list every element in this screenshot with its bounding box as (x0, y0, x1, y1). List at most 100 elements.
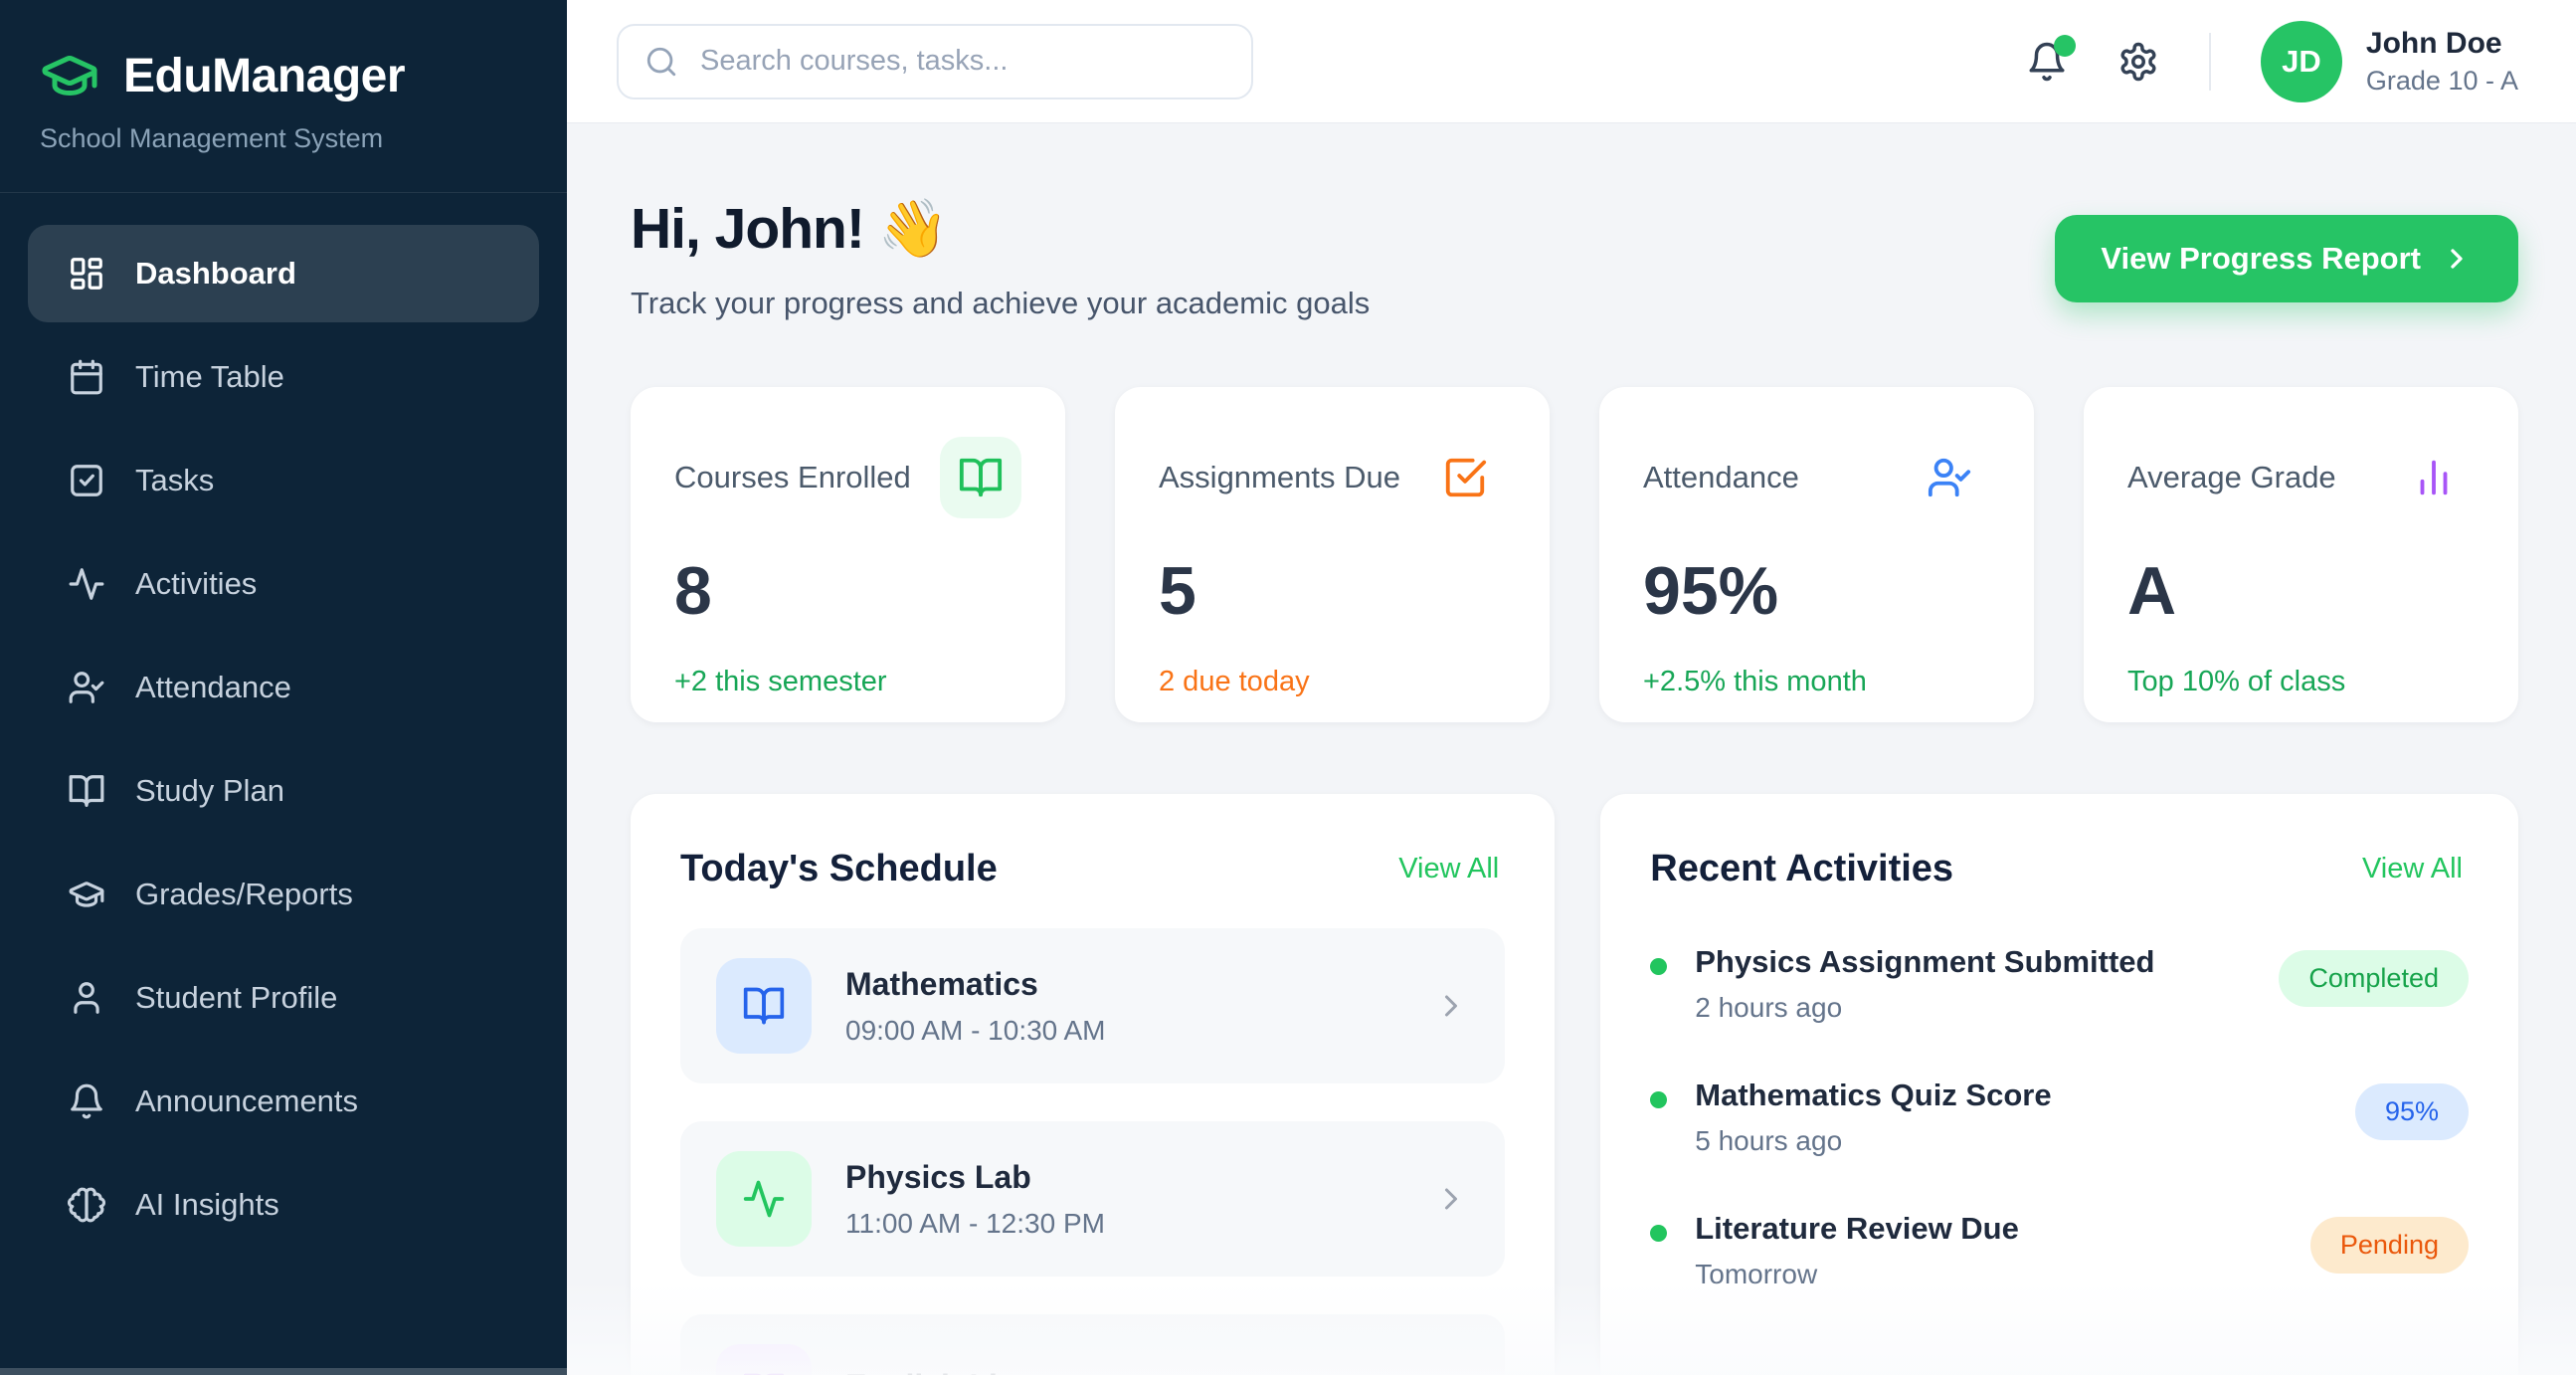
activities-title: Recent Activities (1650, 848, 1954, 889)
stat-value: 5 (1159, 553, 1196, 629)
sidebar-item-label: Student Profile (135, 980, 338, 1015)
search-box[interactable] (617, 23, 1253, 99)
class-name: Physics Lab (845, 1158, 1031, 1195)
search-icon (644, 45, 678, 79)
bottom-panels: Today's Schedule View All Mathematics 09… (631, 794, 2518, 1375)
book-open-icon (716, 1344, 812, 1375)
sidebar-item-ai-insights[interactable]: AI Insights (28, 1156, 539, 1254)
stat-label: Courses Enrolled (674, 460, 911, 494)
stat-note: +2.5% this month (1643, 666, 1867, 697)
book-open-icon (716, 958, 812, 1054)
schedule-row-english-literature[interactable]: English Literature (680, 1314, 1506, 1375)
main-area: JD John Doe Grade 10 - A Hi, John!👋 Trac… (567, 0, 2576, 1375)
sidebar-item-label: Attendance (135, 670, 291, 704)
calendar-icon (68, 358, 105, 396)
hero-section: Hi, John! 👋 Track your progress and achie… (631, 195, 2518, 321)
class-time: 09:00 AM - 10:30 AM (845, 1014, 1106, 1046)
sidebar-item-tasks[interactable]: Tasks (28, 432, 539, 529)
activity-item-physics-assignment[interactable]: Physics Assignment Submitted 2 hours ago… (1650, 944, 2469, 1024)
user-check-icon (68, 669, 105, 706)
sidebar-nav: Dashboard Time Table Tasks Activities At… (0, 193, 567, 1291)
notifications-button[interactable] (2026, 34, 2076, 83)
activity-item-mathematics-quiz[interactable]: Mathematics Quiz Score 5 hours ago 95% (1650, 1078, 2469, 1157)
wave-emoji: 👋 (877, 197, 949, 261)
status-dot (1650, 958, 1668, 975)
stat-card-assignments-due: Assignments Due 5 2 due today (1115, 387, 1550, 722)
sidebar-item-announcements[interactable]: Announcements (28, 1053, 539, 1150)
sidebar-item-label: Dashboard (135, 256, 296, 291)
class-name: Mathematics (845, 965, 1038, 1002)
stat-card-courses-enrolled: Courses Enrolled 8 +2 this semester (631, 387, 1065, 722)
sidebar-item-label: Study Plan (135, 773, 284, 808)
sidebar-item-activities[interactable]: Activities (28, 535, 539, 633)
top-bar: JD John Doe Grade 10 - A (567, 0, 2576, 123)
stat-label: Attendance (1643, 460, 1799, 494)
stat-value: 95% (1643, 553, 1779, 629)
book-open-icon (940, 437, 1021, 518)
avatar: JD (2260, 20, 2342, 102)
app-tagline: School Management System (40, 123, 384, 153)
activity-time: 2 hours ago (1695, 992, 1843, 1023)
schedule-row-mathematics[interactable]: Mathematics 09:00 AM - 10:30 AM (680, 928, 1506, 1083)
sidebar: EduManager School Management System Dash… (0, 0, 567, 1375)
class-name: English Literature (845, 1368, 1399, 1375)
greeting-subtitle: Track your progress and achieve your aca… (631, 286, 1371, 320)
activity-title: Physics Assignment Submitted (1695, 944, 2155, 979)
gear-icon (2117, 41, 2159, 83)
sidebar-item-label: AI Insights (135, 1187, 279, 1222)
settings-button[interactable] (2117, 41, 2159, 83)
chevron-right-icon[interactable] (1433, 1181, 1469, 1217)
logo-block: EduManager School Management System (0, 0, 567, 193)
user-grade: Grade 10 - A (2365, 65, 2518, 96)
activity-icon (68, 565, 105, 603)
sidebar-item-time-table[interactable]: Time Table (28, 328, 539, 426)
bar-chart-icon (2393, 437, 2475, 518)
chevron-right-icon (2441, 243, 2473, 275)
stat-note: Top 10% of class (2127, 666, 2346, 697)
graduation-cap-icon (68, 876, 105, 913)
brain-icon (68, 1186, 105, 1224)
view-progress-report-button[interactable]: View Progress Report (2055, 214, 2518, 302)
class-time: 11:00 AM - 12:30 PM (845, 1207, 1105, 1239)
search-input[interactable] (698, 44, 1225, 79)
book-open-icon (68, 772, 105, 810)
stat-label: Assignments Due (1159, 460, 1400, 494)
sidebar-item-label: Activities (135, 566, 258, 601)
activity-item-literature-review[interactable]: Literature Review Due Tomorrow Pending (1650, 1211, 2469, 1290)
check-square-icon (1424, 437, 1506, 518)
stat-value: A (2127, 553, 2177, 629)
unread-notification-dot (2053, 34, 2076, 57)
recent-activities-panel: Recent Activities View All Physics Assig… (1600, 794, 2518, 1375)
stat-label: Average Grade (2127, 460, 2336, 494)
schedule-row-physics-lab[interactable]: Physics Lab 11:00 AM - 12:30 PM (680, 1121, 1506, 1277)
activity-time: Tomorrow (1695, 1259, 1818, 1289)
app-title: EduManager (123, 49, 406, 102)
dashboard-content: Hi, John! 👋 Track your progress and achie… (567, 123, 2576, 1375)
sidebar-scrollbar-track[interactable] (0, 1368, 567, 1375)
stat-value: 8 (674, 553, 712, 629)
activity-title: Literature Review Due (1695, 1211, 2019, 1246)
sidebar-item-attendance[interactable]: Attendance (28, 639, 539, 736)
user-menu[interactable]: JD John Doe Grade 10 - A (2260, 20, 2518, 102)
user-icon (68, 979, 105, 1017)
sidebar-item-grades-reports[interactable]: Grades/Reports (28, 846, 539, 943)
sidebar-item-student-profile[interactable]: Student Profile (28, 949, 539, 1047)
activities-view-all-link[interactable]: View All (2356, 852, 2469, 886)
schedule-view-all-link[interactable]: View All (1392, 852, 1505, 886)
activity-icon (716, 1151, 812, 1247)
activity-title: Mathematics Quiz Score (1695, 1078, 2052, 1112)
stat-card-average-grade: Average Grade A Top 10% of class (2084, 387, 2518, 722)
user-name: John Doe (2365, 26, 2502, 60)
status-badge: Pending (2309, 1217, 2469, 1274)
user-check-icon (1909, 437, 1990, 518)
bell-icon (68, 1082, 105, 1120)
stat-card-attendance: Attendance 95% +2.5% this month (1599, 387, 2034, 722)
layout-dashboard-icon (68, 255, 105, 293)
stat-note: 2 due today (1159, 666, 1310, 697)
chevron-right-icon[interactable] (1433, 988, 1469, 1024)
stat-note: +2 this semester (674, 666, 887, 697)
sidebar-item-study-plan[interactable]: Study Plan (28, 742, 539, 840)
activity-time: 5 hours ago (1695, 1125, 1843, 1156)
sidebar-item-dashboard[interactable]: Dashboard (28, 225, 539, 322)
sidebar-item-label: Time Table (135, 359, 284, 394)
